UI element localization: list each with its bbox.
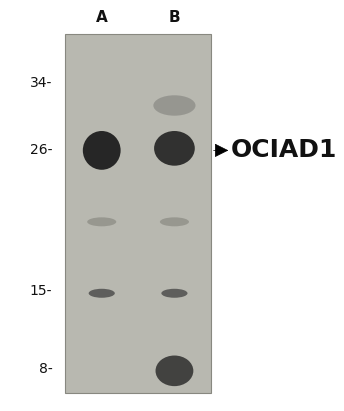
Ellipse shape: [155, 356, 193, 386]
Text: 34-: 34-: [30, 76, 52, 90]
Text: OCIAD1: OCIAD1: [231, 139, 337, 162]
Ellipse shape: [83, 131, 121, 170]
Ellipse shape: [154, 131, 195, 166]
Ellipse shape: [87, 217, 116, 226]
Bar: [65, 34, 211, 393]
Text: 15-: 15-: [30, 284, 52, 298]
Text: 26-: 26-: [30, 143, 52, 157]
Ellipse shape: [161, 289, 187, 298]
Text: 8-: 8-: [39, 362, 52, 376]
Ellipse shape: [160, 217, 189, 226]
Ellipse shape: [153, 95, 195, 115]
Ellipse shape: [89, 289, 115, 298]
Text: A: A: [96, 10, 108, 25]
Text: B: B: [169, 10, 180, 25]
